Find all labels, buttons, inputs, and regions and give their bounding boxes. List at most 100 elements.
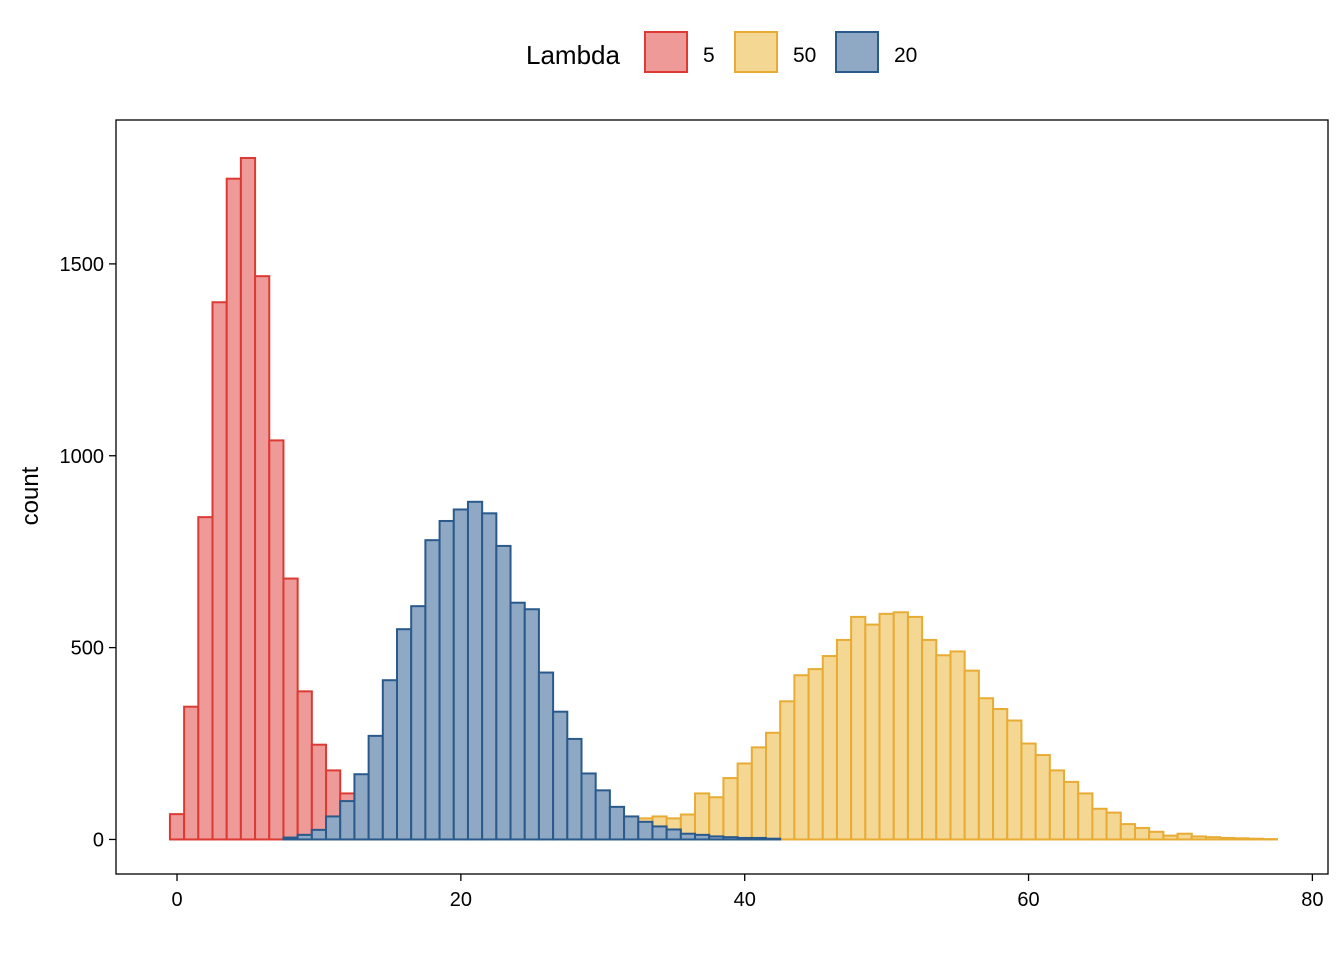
legend-label-20: 20 <box>894 44 917 67</box>
x-tick-label-60: 60 <box>1017 889 1039 911</box>
y-tick-label-1500: 1500 <box>60 254 105 276</box>
bar-20-33 <box>638 822 652 840</box>
bar-5-4 <box>227 179 241 840</box>
bar-20-24 <box>511 603 525 840</box>
bar-50-75 <box>1234 838 1248 839</box>
bar-20-28 <box>567 739 581 840</box>
legend-key-50 <box>735 32 777 72</box>
bar-20-30 <box>596 790 610 839</box>
bar-5-2 <box>198 517 212 839</box>
legend-key-5 <box>645 32 687 72</box>
bar-5-8 <box>283 579 297 840</box>
bar-50-48 <box>851 617 865 840</box>
bar-20-19 <box>440 521 454 839</box>
bars-layer <box>170 158 1277 839</box>
bar-20-14 <box>369 736 383 840</box>
bar-50-41 <box>752 747 766 839</box>
bar-5-7 <box>269 440 283 839</box>
legend-title: Lambda <box>526 40 620 70</box>
bar-50-38 <box>709 797 723 839</box>
bar-50-58 <box>993 709 1007 839</box>
bar-20-12 <box>340 801 354 839</box>
bar-5-0 <box>170 814 184 839</box>
bar-50-51 <box>894 612 908 839</box>
legend-item-50: 50 <box>735 32 816 72</box>
bar-50-47 <box>837 640 851 840</box>
bar-50-61 <box>1036 755 1050 839</box>
bar-50-55 <box>950 651 964 839</box>
series-50 <box>567 612 1277 839</box>
bar-5-5 <box>241 158 255 839</box>
bar-20-39 <box>723 837 737 839</box>
bar-20-13 <box>354 774 368 839</box>
bar-20-8 <box>283 838 297 840</box>
bar-50-39 <box>723 778 737 839</box>
legend-key-20 <box>836 32 878 72</box>
bar-20-20 <box>454 509 468 839</box>
bar-50-63 <box>1064 782 1078 840</box>
y-tick-label-500: 500 <box>71 638 104 660</box>
bar-20-37 <box>695 835 709 840</box>
bar-5-10 <box>312 745 326 840</box>
bar-50-71 <box>1178 834 1192 840</box>
bar-50-74 <box>1220 838 1234 840</box>
bar-50-40 <box>738 763 752 839</box>
bar-50-57 <box>979 698 993 839</box>
bar-50-54 <box>936 655 950 839</box>
bar-5-6 <box>255 276 269 839</box>
bar-50-59 <box>1007 721 1021 840</box>
series-20 <box>283 502 780 840</box>
bar-5-3 <box>213 302 227 839</box>
bar-50-65 <box>1092 809 1106 840</box>
legend-label-5: 5 <box>703 44 715 67</box>
bar-50-66 <box>1107 813 1121 840</box>
bar-50-69 <box>1149 832 1163 840</box>
bar-20-10 <box>312 830 326 840</box>
bar-20-26 <box>539 673 553 840</box>
x-tick-label-40: 40 <box>734 889 756 911</box>
bar-20-32 <box>624 816 638 839</box>
bar-50-60 <box>1021 744 1035 840</box>
bar-50-50 <box>880 614 894 840</box>
bar-50-49 <box>865 625 879 840</box>
bar-20-17 <box>411 606 425 839</box>
bar-20-40 <box>738 838 752 840</box>
bar-20-25 <box>525 609 539 839</box>
bar-20-35 <box>667 829 681 839</box>
bar-50-73 <box>1206 837 1220 839</box>
y-axis-label: count <box>17 466 44 525</box>
bar-20-42 <box>766 839 780 840</box>
bar-20-27 <box>553 712 567 840</box>
bar-20-38 <box>709 836 723 839</box>
bar-20-16 <box>397 629 411 839</box>
bar-20-15 <box>383 680 397 839</box>
bar-50-70 <box>1163 836 1177 840</box>
bar-20-18 <box>425 540 439 839</box>
bar-50-56 <box>965 671 979 840</box>
bar-50-76 <box>1249 839 1263 840</box>
bar-20-29 <box>582 773 596 839</box>
bar-50-44 <box>794 675 808 839</box>
bar-50-42 <box>766 733 780 840</box>
bar-20-11 <box>326 816 340 839</box>
bar-50-43 <box>780 701 794 839</box>
bar-20-34 <box>652 826 666 839</box>
bar-50-62 <box>1050 770 1064 839</box>
bar-5-1 <box>184 707 198 840</box>
bar-50-46 <box>823 656 837 839</box>
bar-20-21 <box>468 502 482 840</box>
legend-item-20: 20 <box>836 32 917 72</box>
x-tick-label-20: 20 <box>450 889 472 911</box>
bar-50-45 <box>809 669 823 839</box>
bar-20-36 <box>681 834 695 840</box>
bar-20-23 <box>496 546 510 840</box>
legend: Lambda 5 50 20 <box>526 32 917 72</box>
bar-20-9 <box>298 835 312 840</box>
legend-item-5: 5 <box>645 32 715 72</box>
bar-5-9 <box>298 691 312 839</box>
bar-20-41 <box>752 838 766 840</box>
legend-label-50: 50 <box>793 44 816 67</box>
